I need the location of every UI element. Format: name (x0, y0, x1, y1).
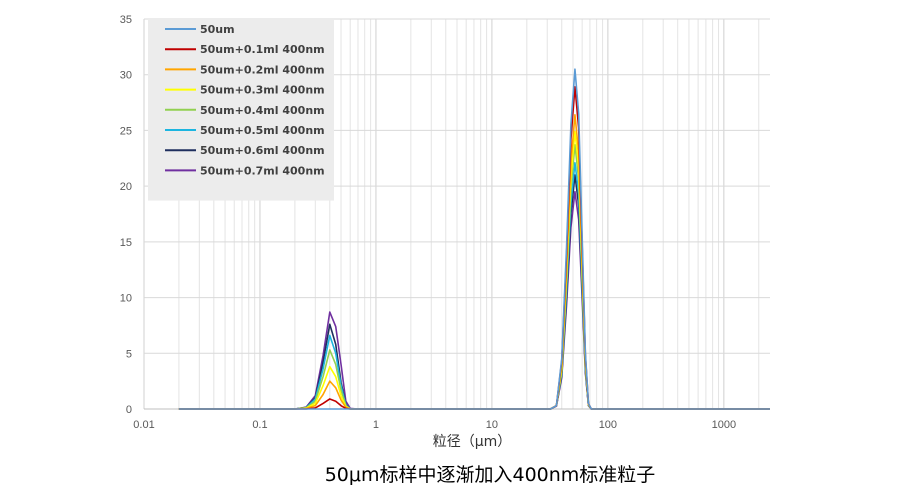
legend-label: 50um+0.7ml 400nm (200, 164, 325, 177)
series-lines (178, 68, 770, 410)
legend: 50um 50um+0.1ml 400nm 50um+0.2ml 400nm 50um… (148, 19, 334, 201)
x-tick-label: 10 (486, 419, 498, 431)
y-tick-label: 25 (120, 125, 132, 137)
series-line (178, 190, 770, 410)
legend-label: 50um (200, 23, 235, 36)
series-line (178, 68, 770, 410)
y-tick-label: 30 (120, 70, 132, 82)
y-tick-label: 10 (120, 293, 132, 305)
legend-label: 50um+0.5ml 400nm (200, 124, 325, 137)
chart-caption: 50μm标样中逐渐加入400nm标准粒子 (325, 464, 656, 486)
legend-label: 50um+0.6ml 400nm (200, 144, 325, 157)
legend-label: 50um+0.1ml 400nm (200, 43, 325, 56)
x-tick-label: 1 (373, 419, 379, 431)
x-tick-label: 0.01 (133, 419, 154, 431)
x-axis-label: 粒径（μm） (433, 434, 512, 450)
y-tick-label: 15 (120, 237, 132, 249)
x-tick-label: 1000 (712, 419, 736, 431)
y-tick-label: 20 (120, 181, 132, 193)
x-tick-label: 0.1 (252, 419, 267, 431)
y-tick-label: 35 (120, 14, 132, 26)
legend-label: 50um+0.4ml 400nm (200, 104, 325, 117)
series-line (178, 174, 770, 410)
y-tick-label: 5 (126, 348, 132, 360)
y-tick-label: 0 (126, 404, 132, 416)
legend-label: 50um+0.2ml 400nm (200, 63, 325, 76)
legend-label: 50um+0.3ml 400nm (200, 84, 325, 97)
x-tick-label: 100 (599, 419, 617, 431)
